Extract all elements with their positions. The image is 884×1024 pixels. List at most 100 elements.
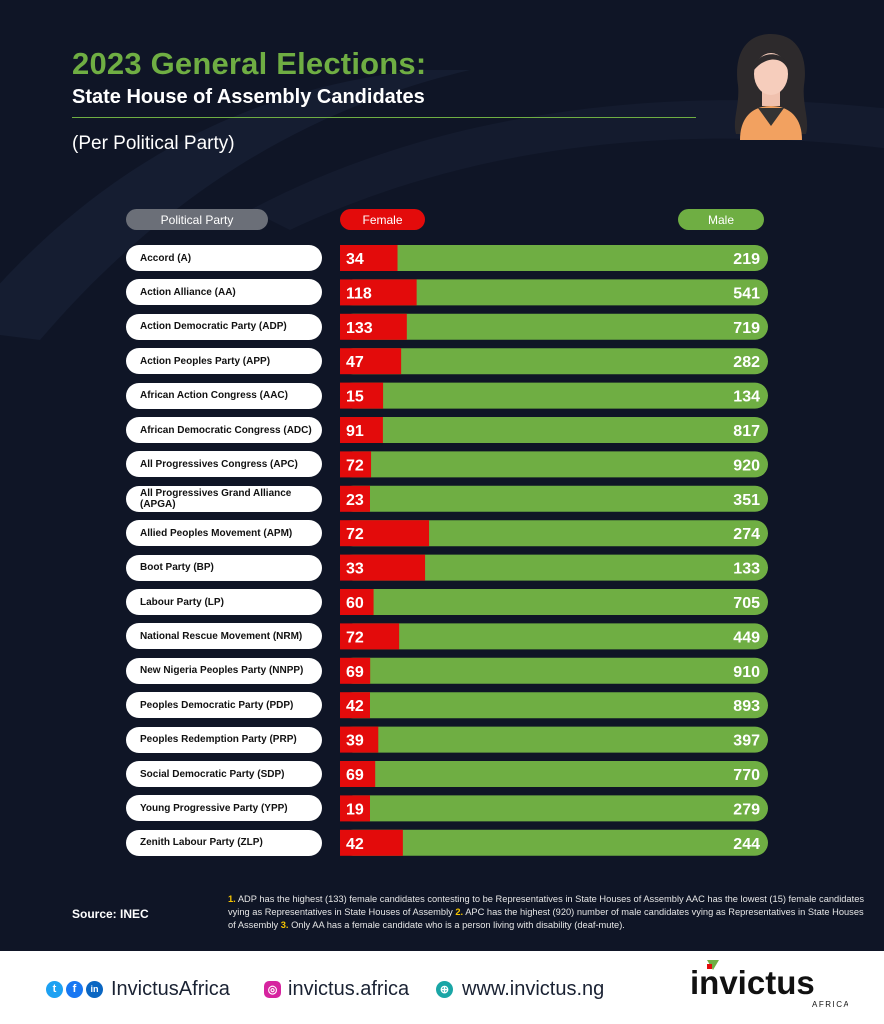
male-value-label: 541 [733,285,760,302]
male-bar [340,382,768,409]
globe-icon: ⊕ [436,980,453,998]
female-bar [340,726,379,753]
party-label: African Action Congress (AAC) [126,382,322,409]
party-label: Peoples Democratic Party (PDP) [126,692,322,719]
column-header-party: Political Party [126,209,268,230]
female-bar [340,589,374,615]
male-bar [340,245,768,271]
website-link[interactable]: ⊕ www.invictus.ng [436,977,604,1001]
party-label: New Nigeria Peoples Party (NNPP) [126,657,322,684]
logo-wordmark: invictus [690,964,815,1001]
party-label: Peoples Redemption Party (PRP) [126,726,322,753]
party-label: African Democratic Congress (ADC) [126,417,322,443]
male-bar [340,795,768,822]
female-value-label: 118 [346,285,372,302]
female-value-label: 42 [346,698,364,715]
female-bar [340,313,407,340]
female-bar [340,245,398,271]
male-value-label: 279 [733,801,760,818]
bar-row: 133 719 [340,313,768,340]
male-bar [340,589,768,615]
female-bar [340,761,376,787]
female-value-label: 60 [346,595,364,612]
party-label: Boot Party (BP) [126,554,322,581]
female-bar [340,279,417,306]
male-bar [340,554,768,581]
bar-row: 19 279 [340,795,768,822]
instagram-link[interactable]: ◎ invictus.africa [264,977,409,1001]
female-bar [340,829,403,856]
female-value-label: 72 [346,457,364,474]
male-value-label: 893 [733,698,760,715]
male-bar [340,348,768,375]
male-value-label: 705 [733,595,760,612]
female-value-label: 42 [346,836,364,853]
male-value-label: 282 [733,354,760,371]
female-bar [340,451,372,478]
female-bar [340,692,370,719]
male-bar [340,520,768,547]
male-value-label: 920 [733,457,760,474]
bar-row: 72 920 [340,451,768,478]
female-value-label: 15 [346,389,364,406]
bar-row: 15 134 [340,382,768,409]
male-bar [340,692,768,719]
website-text: www.invictus.ng [462,977,605,1000]
instagram-text: invictus.africa [288,977,410,1000]
bar-row: 42 244 [340,829,768,856]
twitter-icon: t [46,980,63,998]
source-label: Source: INEC [72,907,149,921]
note-text: Only AA has a female candidate who is a … [288,920,625,930]
chart-caption: (Per Political Party) [72,133,235,154]
linkedin-icon: in [86,980,103,998]
female-bar [340,657,371,684]
party-label: Social Democratic Party (SDP) [126,761,322,787]
female-bar [340,417,383,443]
facebook-icon: f [66,980,83,998]
male-bar [340,417,768,443]
bar-row: 60 705 [340,589,768,615]
woman-avatar-icon [734,34,808,140]
note-number: 1. [228,894,236,904]
note-text: APC has the highest (920) number of male… [228,907,864,930]
female-bar [340,520,430,547]
bar-row: 72 274 [340,520,768,547]
bar-row: 42 893 [340,692,768,719]
female-value-label: 47 [346,354,364,371]
note-number: 3. [280,920,289,930]
female-value-label: 23 [346,492,364,509]
party-label: Action Alliance (AA) [126,279,322,306]
female-value-label: 69 [346,664,364,681]
note-text: ADP has the highest (133) female candida… [228,894,865,917]
note-number: 2. [455,907,464,917]
female-value-label: 72 [346,526,364,543]
male-bar [340,829,768,856]
male-bar [340,623,768,650]
female-bar [340,485,370,512]
title-divider [72,117,696,118]
bar-row: 69 910 [340,657,768,684]
male-value-label: 219 [733,251,760,268]
male-value-label: 719 [733,320,760,337]
male-bar [340,657,768,684]
chart-subtitle: State House of Assembly Candidates [72,86,425,108]
male-bar [340,726,768,753]
party-label: Allied Peoples Movement (APM) [126,520,322,547]
footnotes: 1. ADP has the highest (133) female cand… [228,893,868,932]
bar-row: 34 219 [340,245,768,271]
male-bar [340,279,768,306]
female-bar [340,795,370,822]
bar-row: 72 449 [340,623,768,650]
female-value-label: 34 [346,251,364,268]
social-handle-link[interactable]: t f in InvictusAfrica [46,977,230,1001]
party-label: Labour Party (LP) [126,589,322,615]
male-value-label: 351 [733,492,760,509]
party-label: National Rescue Movement (NRM) [126,623,322,650]
female-value-label: 91 [346,423,364,440]
bar-row: 23 351 [340,485,768,512]
party-label: Action Democratic Party (ADP) [126,313,322,340]
male-value-label: 817 [733,423,760,440]
column-header-female: Female [340,209,425,230]
male-value-label: 274 [733,526,760,543]
male-bar [340,485,768,512]
